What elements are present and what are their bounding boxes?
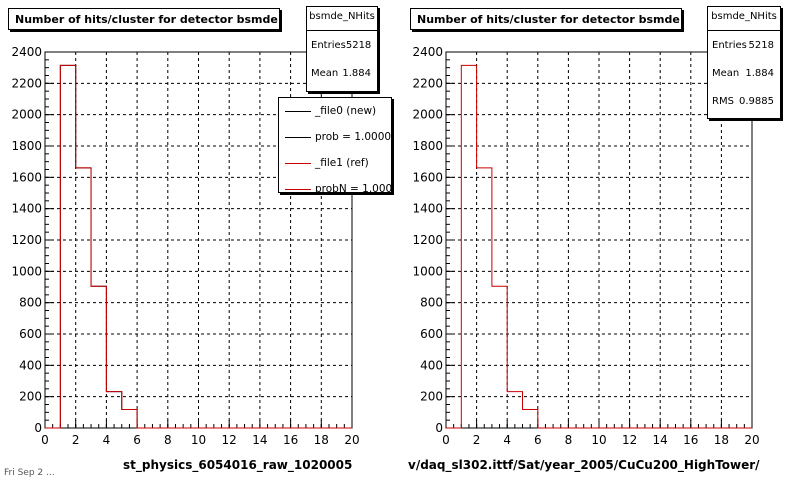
right-stats-name: bsmde_NHits — [708, 7, 780, 31]
right-stats-row-entries: Entries 5218 — [708, 31, 780, 59]
right-stats-value: 1.884 — [745, 67, 774, 79]
left-legend-box: _file0 (new) prob = 1.000000 _file1 (ref… — [278, 97, 392, 193]
left-stats-box: bsmde_NHits Entries 5218 Mean 1.884 — [306, 6, 378, 92]
right-x-axis-title: v/daq_sl302.ittf/Sat/year_2005/CuCu200_H… — [408, 458, 760, 472]
y-tick-label: 2200 — [412, 76, 443, 90]
y-tick-label: 400 — [420, 358, 443, 372]
x-tick-label: 6 — [534, 433, 542, 447]
y-tick-label: 2400 — [412, 45, 443, 59]
left-stats-label: Mean — [311, 67, 339, 79]
right-stats-row-rms: RMS 0.9885 — [708, 87, 780, 115]
legend-label: _file1 (ref) — [315, 157, 369, 169]
right-stats-label: Entries — [712, 39, 747, 51]
right-chart-title: Number of hits/cluster for detector bsmd… — [417, 13, 680, 26]
y-tick-label: 1400 — [11, 202, 42, 216]
legend-label: prob = 1.000000 — [315, 131, 392, 143]
legend-line-marker — [285, 189, 311, 190]
left-stats-row-entries: Entries 5218 — [307, 31, 377, 59]
x-tick-label: 12 — [622, 433, 637, 447]
x-tick-label: 0 — [442, 433, 450, 447]
left-stats-row-mean: Mean 1.884 — [307, 59, 377, 87]
y-tick-label: 2400 — [11, 45, 42, 59]
x-tick-label: 12 — [222, 433, 237, 447]
y-tick-label: 600 — [420, 327, 443, 341]
y-tick-label: 2200 — [11, 76, 42, 90]
x-tick-label: 20 — [344, 433, 359, 447]
left-stats-value: 1.884 — [342, 67, 371, 79]
right-stats-value: 5218 — [748, 39, 774, 51]
legend-line-marker — [285, 111, 311, 112]
y-tick-label: 0 — [435, 421, 443, 435]
left-stats-name: bsmde_NHits — [307, 7, 377, 31]
y-tick-label: 1000 — [11, 264, 42, 278]
left-title-box: Number of hits/cluster for detector bsmd… — [8, 8, 280, 30]
left-x-axis-title: st_physics_6054016_raw_1020005 — [123, 458, 353, 472]
x-tick-label: 10 — [591, 433, 606, 447]
legend-entry: _file0 (new) — [279, 98, 391, 124]
y-tick-label: 200 — [19, 390, 42, 404]
x-tick-label: 6 — [133, 433, 141, 447]
legend-entry: prob = 1.000000 — [279, 124, 391, 150]
x-tick-label: 16 — [683, 433, 698, 447]
x-tick-label: 10 — [191, 433, 206, 447]
y-tick-label: 1200 — [412, 233, 443, 247]
x-tick-label: 4 — [103, 433, 111, 447]
x-tick-label: 18 — [714, 433, 729, 447]
y-tick-label: 2000 — [412, 108, 443, 122]
y-tick-label: 1400 — [412, 202, 443, 216]
right-stats-label: RMS — [712, 95, 734, 107]
y-tick-label: 1200 — [11, 233, 42, 247]
right-stats-label: Mean — [712, 67, 740, 79]
histogram-series-1 — [45, 64, 352, 429]
y-tick-label: 400 — [19, 358, 42, 372]
legend-line-marker — [285, 137, 311, 138]
y-tick-label: 1600 — [11, 170, 42, 184]
y-tick-label: 1800 — [11, 139, 42, 153]
right-stats-box: bsmde_NHits Entries 5218 Mean 1.884 RMS … — [707, 6, 781, 119]
y-tick-label: 600 — [19, 327, 42, 341]
left-chart-title: Number of hits/cluster for detector bsmd… — [15, 13, 278, 26]
legend-label: probN = 1.000000 — [315, 183, 392, 193]
histogram-series-0 — [446, 64, 752, 429]
x-tick-label: 20 — [744, 433, 759, 447]
x-tick-label: 2 — [473, 433, 481, 447]
x-tick-label: 2 — [72, 433, 80, 447]
footer-timestamp: Fri Sep 2 ... — [4, 468, 55, 478]
x-tick-label: 14 — [252, 433, 267, 447]
x-tick-label: 8 — [164, 433, 172, 447]
left-stats-value: 5218 — [345, 39, 372, 51]
right-title-box: Number of hits/cluster for detector bsmd… — [410, 8, 682, 30]
y-tick-label: 800 — [19, 296, 42, 310]
legend-entry: _file1 (ref) — [279, 150, 391, 176]
y-tick-label: 1600 — [412, 170, 443, 184]
y-tick-label: 0 — [34, 421, 42, 435]
legend-label: _file0 (new) — [315, 105, 377, 117]
x-tick-label: 16 — [283, 433, 298, 447]
x-tick-label: 4 — [503, 433, 511, 447]
y-tick-label: 1000 — [412, 264, 443, 278]
x-tick-label: 0 — [41, 433, 49, 447]
y-tick-label: 800 — [420, 296, 443, 310]
right-stats-row-mean: Mean 1.884 — [708, 59, 780, 87]
y-tick-label: 1800 — [412, 139, 443, 153]
legend-entry: probN = 1.000000 — [279, 176, 392, 193]
y-tick-label: 200 — [420, 390, 443, 404]
x-tick-label: 14 — [653, 433, 668, 447]
legend-line-marker — [285, 163, 311, 164]
right-stats-value: 0.9885 — [739, 95, 774, 107]
x-tick-label: 8 — [565, 433, 573, 447]
y-tick-label: 2000 — [11, 108, 42, 122]
x-tick-label: 18 — [314, 433, 329, 447]
left-stats-label: Entries — [311, 39, 346, 51]
